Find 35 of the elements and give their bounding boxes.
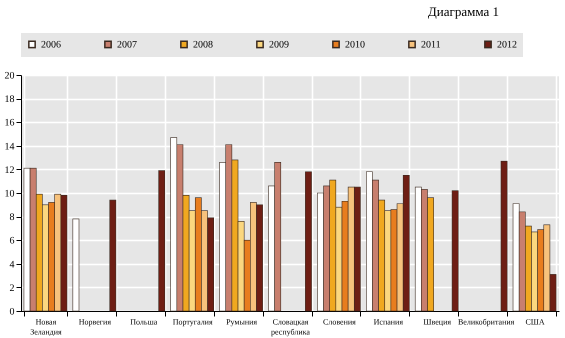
- y-tick-label: 12: [4, 164, 14, 176]
- y-tick-label: 0: [10, 306, 14, 318]
- x-tick-label: Великобритания: [458, 318, 515, 326]
- bar: [109, 200, 116, 312]
- legend-label: 2012: [497, 39, 517, 50]
- legend-label: 2009: [269, 39, 289, 50]
- x-tick-label: Норвегия: [78, 318, 112, 326]
- x-tick-label: Испания: [374, 318, 404, 326]
- bar: [305, 171, 312, 312]
- y-tick-label: 8: [10, 212, 14, 224]
- bar: [158, 170, 166, 312]
- y-tick-label: 16: [4, 118, 14, 129]
- x-tick-label: Польша: [130, 318, 158, 326]
- y-tick-label: 20: [4, 70, 14, 82]
- y-tick-label: 2: [10, 282, 14, 294]
- x-tick-label: США: [525, 318, 545, 326]
- chart-title: Диаграмма 1: [428, 4, 499, 19]
- y-tick-label: 6: [10, 236, 14, 247]
- legend-label: 2010: [345, 39, 365, 50]
- y-tick-label: 14: [4, 141, 14, 152]
- x-tick-label: Швеция: [423, 318, 452, 326]
- y-tick-label: 10: [4, 188, 14, 200]
- legend-label: 2008: [193, 39, 213, 50]
- x-tick-label: Португалия: [172, 318, 213, 326]
- y-tick-label: 4: [10, 259, 14, 270]
- bar: [452, 190, 459, 312]
- bar: [500, 160, 508, 312]
- x-tick-label: Новая Зеландия: [30, 318, 62, 336]
- legend-label: 2006: [41, 39, 61, 50]
- y-tick-label: 18: [4, 94, 14, 106]
- x-tick-label: Словения: [322, 318, 356, 326]
- x-tick-label: Румыния: [226, 318, 258, 326]
- x-tick-label: Словацкая республика: [271, 318, 310, 336]
- legend-label: 2011: [421, 39, 441, 50]
- legend-label: 2007: [117, 39, 137, 50]
